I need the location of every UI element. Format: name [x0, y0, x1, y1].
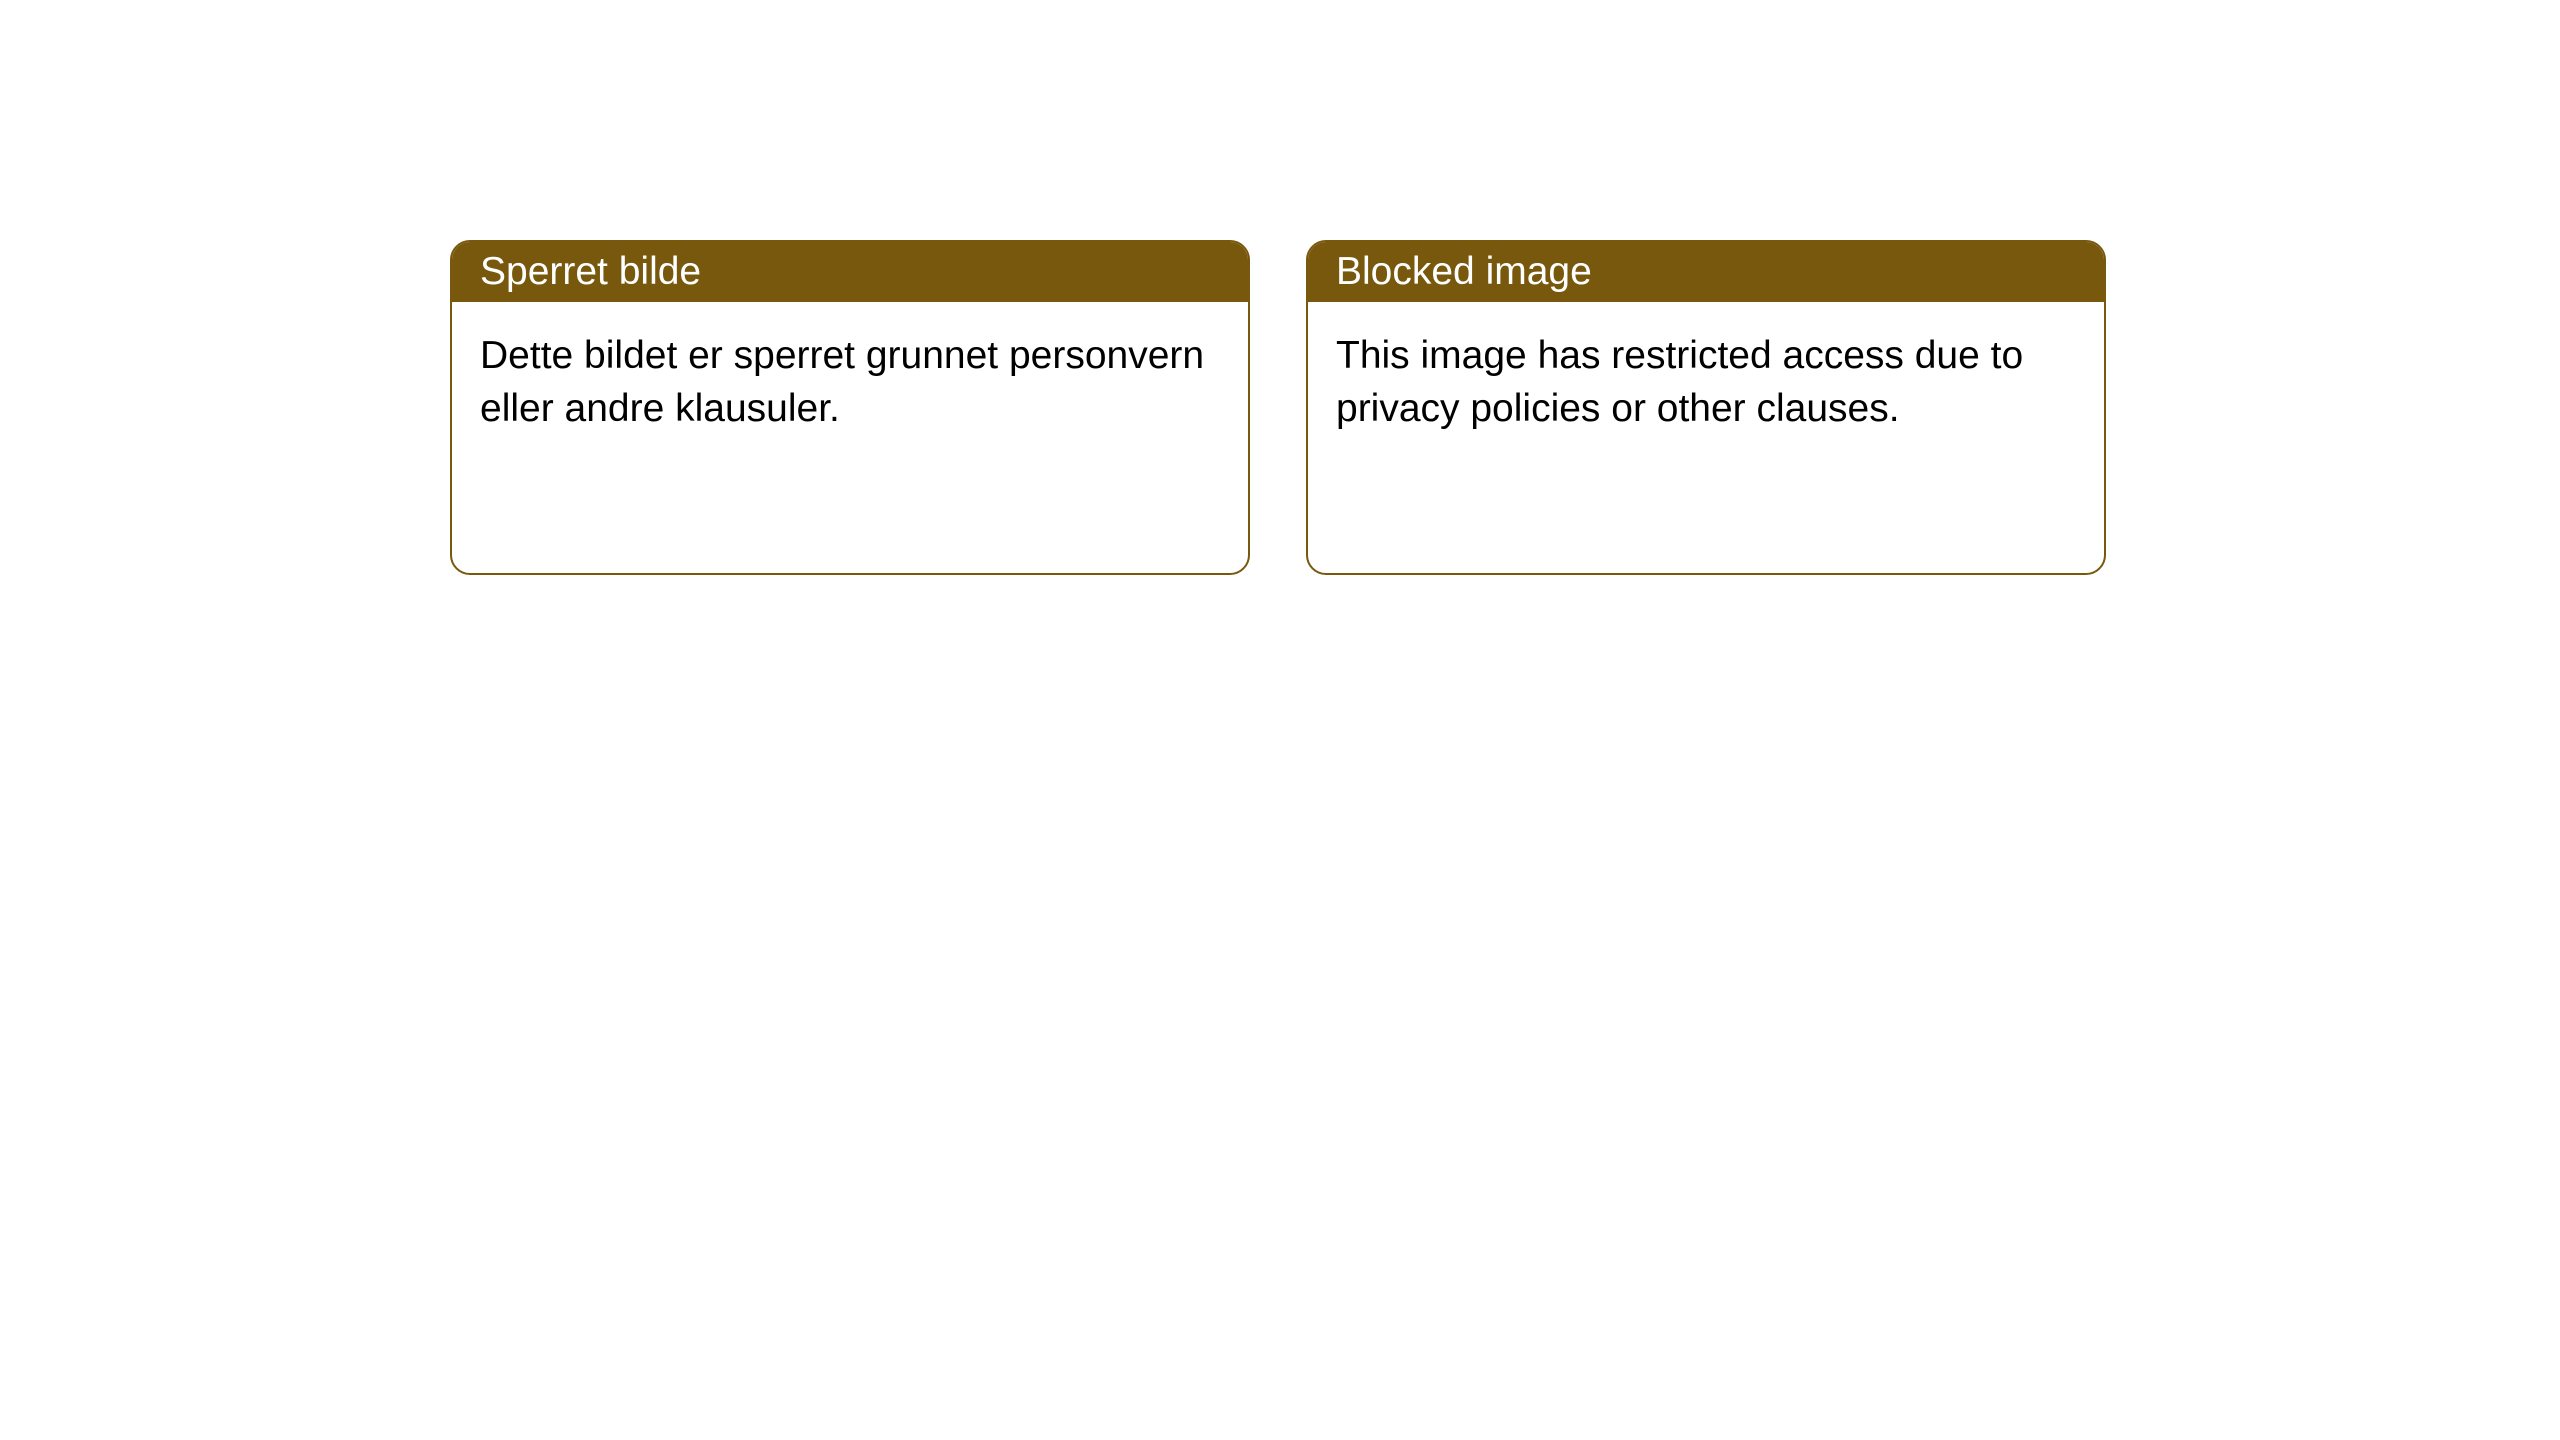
notice-header: Blocked image	[1308, 242, 2104, 302]
notice-header: Sperret bilde	[452, 242, 1248, 302]
notice-body: This image has restricted access due to …	[1308, 302, 2104, 463]
notice-container: Sperret bilde Dette bildet er sperret gr…	[0, 0, 2560, 575]
notice-box-english: Blocked image This image has restricted …	[1306, 240, 2106, 575]
notice-body: Dette bildet er sperret grunnet personve…	[452, 302, 1248, 463]
notice-box-norwegian: Sperret bilde Dette bildet er sperret gr…	[450, 240, 1250, 575]
